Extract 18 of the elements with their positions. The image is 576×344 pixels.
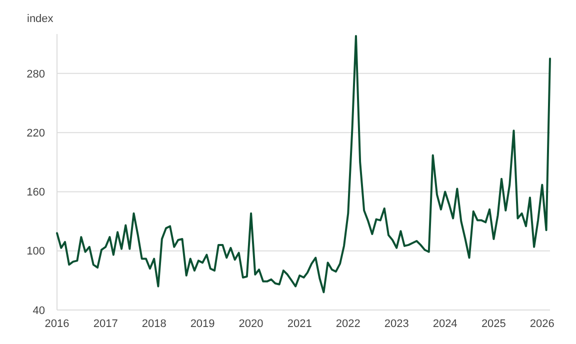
x-tick-label: 2023 (384, 318, 409, 330)
line-series (56, 34, 551, 294)
x-tick-label: 2016 (44, 318, 70, 330)
y-tick-label: 40 (32, 304, 45, 317)
y-tick-label: 100 (26, 246, 45, 258)
x-tick-label: 2019 (190, 318, 215, 330)
x-tick-label: 2024 (432, 318, 458, 330)
x-tick-label: 2020 (238, 318, 264, 330)
x-tick-label: 2017 (93, 318, 118, 330)
x-tick-label: 2022 (336, 318, 360, 330)
y-tick-label: 220 (26, 127, 45, 140)
y-axis-title: index (27, 13, 54, 25)
x-tick-label: 2021 (287, 318, 312, 330)
y-tick-label: 160 (26, 186, 45, 199)
x-tick-label: 2018 (142, 318, 166, 330)
x-tick-label: 2026 (530, 318, 554, 330)
x-tick-label: 2025 (481, 318, 506, 330)
y-tick-label: 280 (26, 68, 45, 80)
